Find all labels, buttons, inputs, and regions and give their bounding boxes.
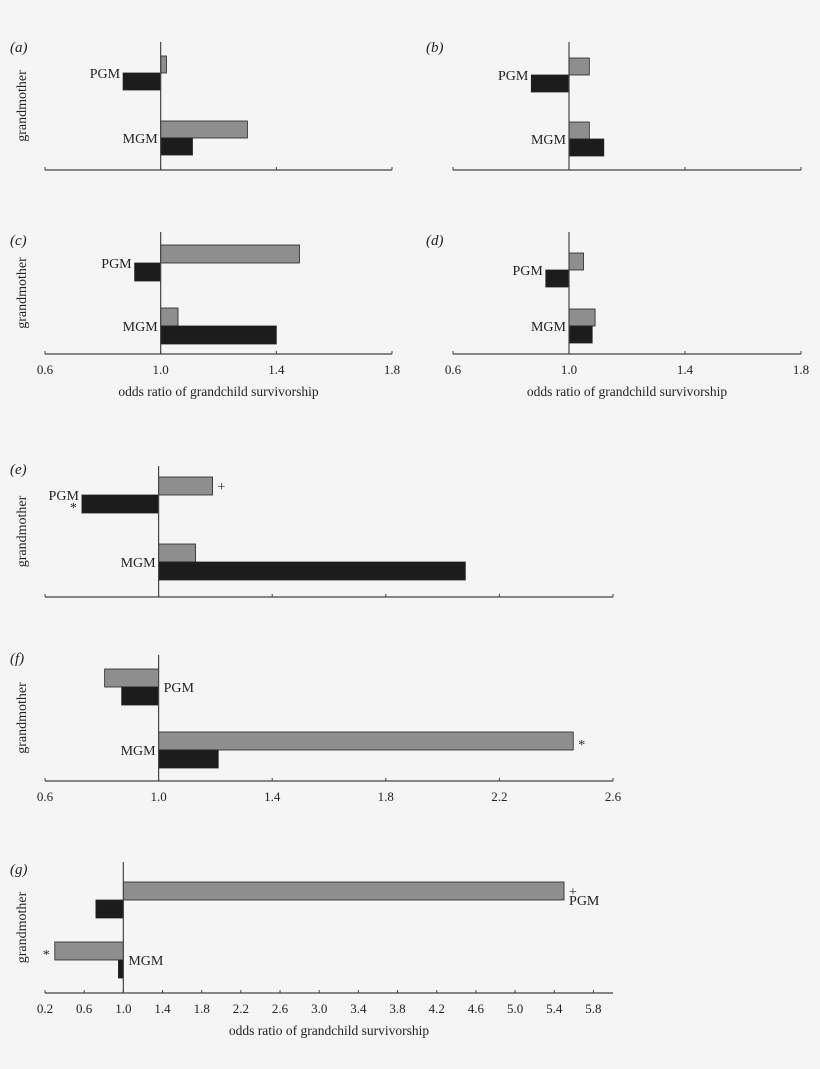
bar-f-mgm-grey <box>158 731 574 751</box>
x-tick-label: 3.0 <box>311 1001 327 1016</box>
x-tick-label: 0.6 <box>76 1001 93 1016</box>
significance-mark: * <box>70 501 77 516</box>
bar-c-mgm-black <box>160 325 277 345</box>
x-tick-label: 5.0 <box>507 1001 523 1016</box>
x-tick-label: 2.6 <box>605 789 622 804</box>
x-tick-label: 3.4 <box>350 1001 367 1016</box>
x-tick-label: 5.8 <box>585 1001 601 1016</box>
x-tick-label: 1.0 <box>561 362 577 377</box>
bar-d-pgm-grey <box>568 252 584 271</box>
category-label-pgm: PGM <box>164 681 195 696</box>
category-label-mgm: MGM <box>123 320 159 335</box>
x-tick-label: 1.0 <box>153 362 169 377</box>
bar-e-mgm-grey <box>158 543 196 563</box>
y-axis-label-f: grandmother <box>15 682 30 754</box>
x-tick-label: 5.4 <box>546 1001 563 1016</box>
category-label-mgm: MGM <box>121 556 157 571</box>
bar-f-pgm-grey <box>104 668 159 688</box>
panel-label-a: (a) <box>10 40 28 56</box>
x-tick-label: 4.2 <box>429 1001 445 1016</box>
x-tick-label: 1.4 <box>264 789 281 804</box>
panel-label-b: (b) <box>426 40 444 56</box>
panel-label-f: (f) <box>10 651 24 667</box>
x-tick-label: 0.6 <box>445 362 462 377</box>
x-tick-label: 2.2 <box>233 1001 249 1016</box>
bar-b-mgm-black <box>568 138 605 157</box>
bar-a-mgm-grey <box>160 120 248 139</box>
category-label-pgm: PGM <box>90 67 121 82</box>
bar-a-mgm-black <box>160 137 193 156</box>
bar-b-pgm-black <box>530 74 570 93</box>
bar-g-pgm-grey <box>122 881 565 901</box>
y-axis-label-c: grandmother <box>15 257 30 329</box>
bar-c-mgm-grey <box>160 307 179 327</box>
x-tick-label: 1.0 <box>150 789 166 804</box>
category-label-pgm: PGM <box>101 257 132 272</box>
panel-label-c: (c) <box>10 233 27 249</box>
category-label-mgm: MGM <box>531 320 567 335</box>
x-tick-label: 1.4 <box>154 1001 171 1016</box>
bar-b-mgm-grey <box>568 121 590 140</box>
x-tick-label: 0.6 <box>37 789 54 804</box>
panel-label-g: (g) <box>10 862 28 878</box>
x-tick-label: 4.6 <box>468 1001 485 1016</box>
bar-a-pgm-grey <box>160 55 167 74</box>
x-tick-label: 1.8 <box>194 1001 210 1016</box>
bar-e-mgm-black <box>158 561 466 581</box>
significance-mark: * <box>578 738 585 753</box>
category-label-pgm: PGM <box>49 489 80 504</box>
category-label-mgm: MGM <box>121 744 157 759</box>
x-tick-label: 1.8 <box>378 789 394 804</box>
x-tick-label: 1.0 <box>115 1001 131 1016</box>
x-tick-label: 2.2 <box>491 789 507 804</box>
bar-b-pgm-grey <box>568 57 590 76</box>
significance-mark: * <box>43 948 50 963</box>
category-label-pgm: PGM <box>498 69 529 84</box>
y-axis-label-a: grandmother <box>15 70 30 142</box>
category-label-pgm: PGM <box>569 894 600 909</box>
panel-label-e: (e) <box>10 462 27 478</box>
category-label-mgm: MGM <box>123 132 159 147</box>
bar-c-pgm-black <box>134 262 162 282</box>
bar-f-pgm-black <box>121 686 159 706</box>
bar-e-pgm-black <box>81 494 159 514</box>
bar-e-pgm-grey <box>158 476 213 496</box>
bar-d-pgm-black <box>545 269 570 288</box>
bar-c-pgm-grey <box>160 244 300 264</box>
category-label-pgm: PGM <box>512 264 543 279</box>
significance-mark: + <box>569 885 577 900</box>
bar-g-mgm-grey <box>54 941 124 961</box>
x-axis-label-c: odds ratio of grandchild survivorship <box>118 384 318 399</box>
bar-d-mgm-grey <box>568 308 596 327</box>
x-tick-label: 1.4 <box>677 362 694 377</box>
x-tick-label: 3.8 <box>389 1001 405 1016</box>
x-tick-label: 1.8 <box>793 362 809 377</box>
x-tick-label: 0.6 <box>37 362 54 377</box>
category-label-mgm: MGM <box>531 133 567 148</box>
panel-label-d: (d) <box>426 233 444 249</box>
bar-g-pgm-black <box>95 899 124 919</box>
bar-a-pgm-black <box>122 72 162 91</box>
bar-g-mgm-black <box>118 959 124 979</box>
bar-d-mgm-black <box>568 325 593 344</box>
x-tick-label: 2.6 <box>272 1001 289 1016</box>
x-axis-label-d: odds ratio of grandchild survivorship <box>527 384 727 399</box>
category-label-mgm: MGM <box>128 954 164 969</box>
significance-mark: + <box>218 480 226 495</box>
x-axis-label-g: odds ratio of grandchild survivorship <box>229 1023 429 1038</box>
y-axis-label-g: grandmother <box>15 891 30 963</box>
x-tick-label: 1.4 <box>268 362 285 377</box>
y-axis-label-e: grandmother <box>15 495 30 567</box>
x-tick-label: 1.8 <box>384 362 400 377</box>
x-tick-label: 0.2 <box>37 1001 53 1016</box>
bar-f-mgm-black <box>158 749 219 769</box>
